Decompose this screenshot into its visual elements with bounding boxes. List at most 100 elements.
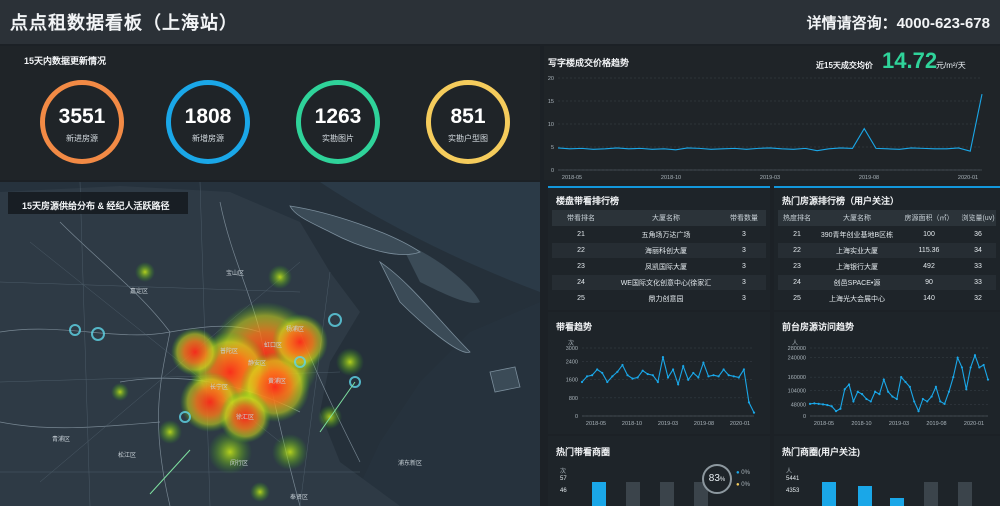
- stat-label: 实勘图片: [322, 134, 354, 143]
- bar: [660, 482, 674, 506]
- data-point: [973, 354, 977, 357]
- cell-rank: 25: [577, 295, 585, 302]
- data-point: [707, 375, 710, 378]
- table-row[interactable]: 21 五角场万达广场 3: [552, 227, 766, 242]
- price-trend-panel: 写字楼成交价格趋势 近15天成交均价 14.72 元/m²/天 0 5 10 15 20…: [544, 46, 1000, 181]
- hot-visit-ytick-2: 46: [560, 488, 567, 494]
- avg-price-label: 近15天成交均价: [816, 61, 873, 70]
- data-point: [641, 369, 644, 372]
- x-tick-label: 2018-05: [814, 421, 834, 427]
- table1-header: 带看排名 大厦名称 带看数量: [552, 210, 766, 226]
- map-label-putuo: 普陀区: [220, 349, 239, 355]
- data-point: [636, 376, 639, 379]
- data-point: [839, 407, 842, 410]
- table-row[interactable]: 24 创邑SPACE•源 90 33: [778, 275, 996, 290]
- y-tick-label: 3000: [566, 346, 578, 352]
- data-point: [874, 390, 877, 393]
- hot-focus-title: 热门商圈(用户关注): [782, 447, 860, 457]
- building-visit-ranking: 楼盘带看排行榜 带看排名 大厦名称 带看数量 21 五角场万达广场 3 22 海…: [548, 186, 770, 310]
- data-point: [834, 410, 838, 413]
- data-point: [601, 371, 604, 375]
- data-point: [616, 370, 619, 373]
- y-tick-label: 104000: [788, 389, 806, 395]
- bar: [890, 498, 904, 506]
- page-title: 点点租数据看板（上海站）: [10, 13, 238, 33]
- stat-label: 新进房源: [66, 134, 98, 143]
- table-row[interactable]: 23 凤凯国际大厦 3: [552, 259, 766, 274]
- bar: [822, 482, 836, 506]
- stat-value: 1808: [184, 105, 232, 128]
- data-point: [697, 376, 700, 379]
- y-tick-label: 2400: [566, 360, 578, 366]
- data-point: [908, 385, 911, 388]
- data-point: [947, 390, 951, 393]
- data-point: [596, 368, 599, 371]
- hot-focus-ytick-1: 5441: [786, 476, 800, 482]
- map-label-fengxian: 奉贤区: [290, 495, 309, 501]
- map-label-baoshan: 宝山区: [226, 271, 245, 277]
- map-label-qingpu: 青浦区: [52, 437, 71, 443]
- map-label-xuhui: 徐汇区: [236, 415, 255, 421]
- table-row[interactable]: 22 海丽科创大厦 3: [552, 243, 766, 258]
- table-row[interactable]: 25 上海光大会展中心 140 32: [778, 291, 996, 306]
- data-point: [943, 402, 946, 405]
- hot-focus-unit: 人: [786, 469, 793, 475]
- accent-bar: [548, 186, 770, 188]
- bar: [858, 486, 872, 506]
- table-row[interactable]: 24 WE国际文化创意中心(徐家汇 3: [552, 275, 766, 290]
- x-tick-label: 2018-10: [851, 421, 871, 427]
- heat-map[interactable]: 15天房源供给分布 & 经纪人活跃路径 宝山区 嘉定区 杨浦区 虹口区 普陀区 …: [0, 182, 540, 506]
- cell-area: 492: [923, 263, 935, 270]
- map-label-minhang: 闵行区: [230, 461, 249, 467]
- map-label-hongkou: 虹口区: [264, 343, 283, 349]
- cell-uv: 33: [974, 263, 982, 270]
- col-heat-rank: 热度排名: [783, 215, 811, 222]
- y-tick-label: 15: [548, 99, 554, 105]
- stats-title: 15天内数据更新情况: [24, 56, 107, 66]
- visit-trend-title: 带看趋势: [556, 322, 593, 332]
- table-row[interactable]: 23 上海银行大厦 492 33: [778, 259, 996, 274]
- visit-trend-unit: 次: [568, 341, 575, 347]
- table-row[interactable]: 25 鼎力创意园 3: [552, 291, 766, 306]
- cell-rank: 23: [793, 263, 801, 270]
- data-point: [882, 378, 885, 381]
- series-line: [809, 353, 989, 413]
- table-row[interactable]: 21 390青年创业基地B区栋 100 36: [778, 227, 996, 242]
- data-point: [913, 400, 916, 403]
- platform-trend-unit: 人: [792, 341, 799, 347]
- table2-title: 热门房源排行榜（用户关注）: [782, 196, 900, 206]
- data-point: [826, 403, 829, 407]
- x-tick-label: 2019-03: [760, 175, 780, 181]
- avg-price-unit: 元/m²/天: [936, 61, 966, 70]
- legend-item: ● 0%: [736, 470, 750, 476]
- data-point: [692, 371, 695, 375]
- data-point: [585, 375, 589, 378]
- cell-rank: 25: [793, 295, 801, 302]
- y-tick-label: 48000: [791, 402, 806, 408]
- data-point: [626, 374, 629, 377]
- data-point: [702, 361, 705, 364]
- data-point: [830, 405, 833, 408]
- col-count: 带看数量: [730, 215, 758, 222]
- data-point: [934, 385, 938, 388]
- bar: [626, 482, 640, 506]
- header-bar: 点点租数据看板（上海站） 详情请咨询：4000-623-678: [0, 0, 1000, 44]
- col-building: 大厦名称: [843, 215, 871, 222]
- cell-rank: 21: [577, 231, 585, 238]
- data-point: [821, 403, 825, 406]
- y-tick-label: 240000: [788, 356, 806, 362]
- stat-circle-new-listings: 3551 新进房源: [40, 80, 124, 164]
- data-point: [939, 400, 942, 403]
- cell-building: 390青年创业基地B区栋: [820, 231, 894, 239]
- map-label-jiading: 嘉定区: [130, 289, 149, 295]
- data-point: [917, 410, 920, 413]
- data-point: [904, 380, 907, 384]
- y-tick-label: 20: [548, 76, 554, 82]
- cell-building: 上海光大会展中心: [829, 295, 885, 303]
- cell-count: 3: [742, 231, 746, 238]
- table-row[interactable]: 22 上海实业大厦 115.36 34: [778, 243, 996, 258]
- data-point: [847, 383, 851, 386]
- cell-area: 140: [923, 295, 935, 302]
- hot-visit-unit: 次: [560, 469, 567, 475]
- y-tick-label: 0: [575, 414, 578, 420]
